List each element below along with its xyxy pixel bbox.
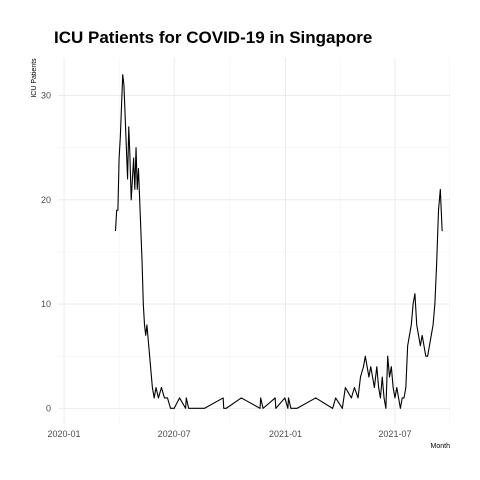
y-tick-label: 20 <box>41 195 51 205</box>
x-tick-label: 2021-07 <box>378 429 411 439</box>
y-axis-ticks: 0 10 20 30 <box>41 91 51 414</box>
x-tick-label: 2020-01 <box>48 429 81 439</box>
x-axis-ticks: 2020-01 2020-07 2021-01 2021-07 <box>48 429 412 439</box>
x-tick-label: 2021-01 <box>269 429 302 439</box>
x-axis-label: Month <box>431 443 451 450</box>
y-axis-label: ICU Patients <box>31 58 38 98</box>
y-tick-label: 10 <box>41 299 51 309</box>
y-tick-label: 30 <box>41 91 51 101</box>
gridlines <box>58 58 450 424</box>
x-tick-label: 2020-07 <box>158 429 191 439</box>
chart-title: ICU Patients for COVID-19 in Singapore <box>54 28 372 47</box>
plot-area <box>114 74 443 409</box>
icu-patients-line <box>114 74 443 409</box>
y-tick-label: 0 <box>46 403 51 413</box>
